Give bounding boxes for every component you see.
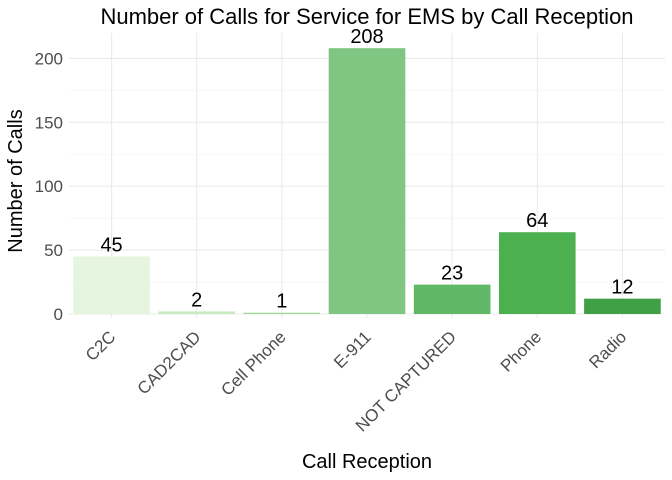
y-tick-label: 150 <box>35 113 63 132</box>
x-tick-label: CAD2CAD <box>134 327 205 398</box>
y-tick-label: 0 <box>54 305 63 324</box>
y-axis-ticks: 0 50 100 150 200 <box>35 49 63 324</box>
x-tick-label: C2C <box>82 327 119 364</box>
bar <box>413 284 491 314</box>
data-label: 1 <box>276 291 287 313</box>
x-tick-label: Radio <box>585 327 630 372</box>
bars <box>73 48 661 315</box>
data-labels: 45 2 1 208 23 64 12 <box>100 26 633 313</box>
x-tick-label: Phone <box>497 327 545 375</box>
x-tick-label: E-911 <box>330 327 375 372</box>
y-tick-label: 100 <box>35 177 63 196</box>
data-label: 12 <box>611 277 633 299</box>
y-tick-label: 50 <box>44 241 63 260</box>
y-axis-title: Number of Calls <box>5 109 27 252</box>
chart-title: Number of Calls for Service for EMS by C… <box>100 4 633 29</box>
bar <box>328 48 406 315</box>
x-axis-title: Call Reception <box>302 451 432 473</box>
data-label: 23 <box>441 263 463 285</box>
bar <box>243 312 321 314</box>
data-label: 2 <box>191 289 202 311</box>
x-tick-label: Cell Phone <box>217 327 289 399</box>
data-label: 208 <box>350 26 383 48</box>
bar <box>73 256 150 314</box>
data-label: 45 <box>100 234 122 256</box>
data-label: 64 <box>526 210 548 232</box>
bar <box>498 232 576 314</box>
bar <box>584 298 661 314</box>
y-tick-label: 200 <box>35 49 63 68</box>
bar <box>158 311 236 314</box>
